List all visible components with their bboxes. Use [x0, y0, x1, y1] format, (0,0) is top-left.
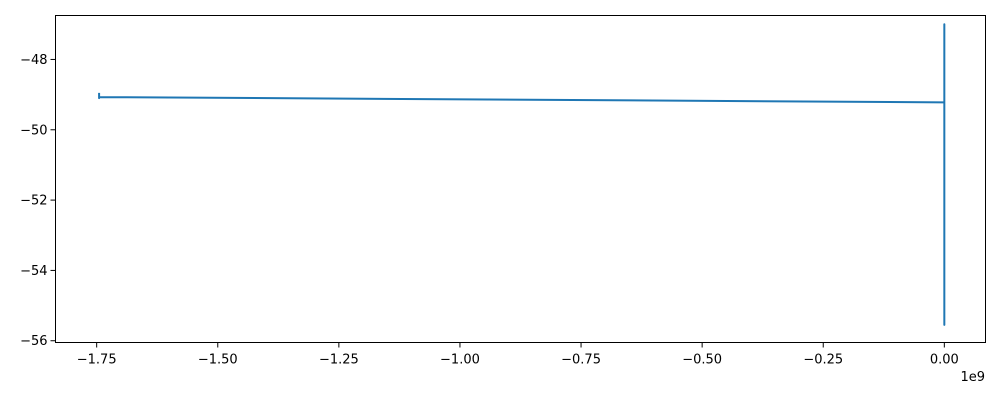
series-line-0: [98, 23, 946, 326]
x-tick-label: −0.75: [561, 353, 601, 368]
y-axis: −56 −54 −52 −50 −48: [20, 53, 56, 349]
y-tick-label: −56: [20, 334, 47, 349]
x-tick-label: −1.25: [319, 353, 359, 368]
x-axis: −1.75 −1.50 −1.25 −1.00 −0.75 −0.50 −0.25 0.00: [77, 342, 959, 368]
x-tick-label: 0.00: [930, 353, 959, 368]
y-tick-label: −50: [20, 123, 47, 138]
x-tick-label: −0.25: [803, 353, 843, 368]
x-tick-label: −1.75: [77, 353, 117, 368]
y-tick-label: −48: [20, 53, 47, 68]
axes-frame: [55, 15, 986, 343]
y-tick-label: −54: [20, 264, 47, 279]
x-tick-label: −0.50: [682, 353, 722, 368]
x-axis-offset-label: 1e9: [960, 370, 985, 385]
x-tick-label: −1.50: [198, 353, 238, 368]
x-tick-label: −1.00: [440, 353, 480, 368]
plot-area: [98, 23, 946, 326]
y-tick-label: −52: [20, 194, 47, 209]
